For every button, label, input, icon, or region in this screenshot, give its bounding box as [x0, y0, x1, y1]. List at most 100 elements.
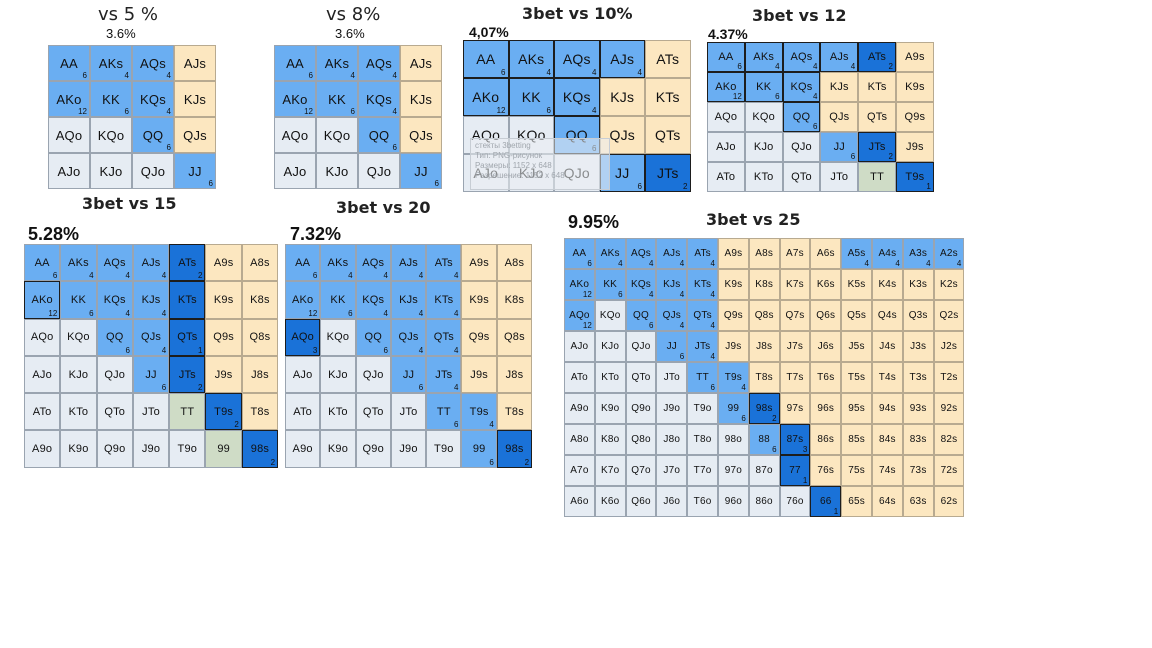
- hand-label: TT: [436, 405, 451, 418]
- hand-label: K9s: [905, 81, 925, 93]
- hand-label: ATs: [694, 248, 711, 259]
- hand-cell: K8o: [594, 424, 626, 455]
- hand-cell: KK 6: [90, 81, 132, 117]
- combo-count: 4: [926, 259, 931, 268]
- range-percentage: 3.6%: [106, 26, 136, 41]
- hand-cell: K9o: [60, 430, 97, 468]
- hand-label: QTs: [433, 331, 454, 344]
- hand-label: AKo: [56, 91, 82, 107]
- hand-cell: T8o: [687, 424, 718, 455]
- hand-cell: AJo: [285, 355, 321, 394]
- hand-label: J9s: [214, 368, 233, 381]
- hand-cell: AKs 4: [744, 42, 783, 72]
- combo-count: 4: [166, 107, 171, 116]
- hand-label: AKs: [518, 51, 545, 67]
- hand-label: AJs: [610, 51, 635, 67]
- hand-cell: T3s: [902, 362, 934, 393]
- hand-label: QQ: [364, 331, 382, 344]
- combo-count: 4: [741, 383, 746, 392]
- hand-cell: ATo: [707, 162, 745, 192]
- hand-cell: J9o: [656, 393, 688, 424]
- hand-cell: 95s: [841, 393, 872, 424]
- hand-cell: JTo: [132, 393, 170, 431]
- hand-label: QQ: [142, 127, 164, 143]
- hand-label: AKo: [282, 91, 308, 107]
- combo-count: 6: [208, 179, 213, 188]
- hand-label: QQ: [633, 310, 649, 321]
- hand-label: AA: [295, 256, 311, 269]
- hand-cell: Q9s: [717, 300, 749, 331]
- hand-cell: 92s: [933, 393, 965, 424]
- hand-cell: J6s: [810, 331, 842, 362]
- combo-count: 4: [124, 71, 129, 80]
- hand-cell: J6o: [656, 486, 688, 517]
- hand-label: 98s: [505, 443, 524, 456]
- combo-count: 4: [350, 71, 355, 80]
- hand-cell: J8s: [241, 355, 279, 394]
- combo-count: 4: [383, 271, 388, 281]
- hand-cell: 86s: [810, 424, 842, 455]
- hand-cell: JTs 2: [858, 132, 896, 162]
- hand-cell: AQs 4: [782, 42, 821, 72]
- hand-label: 93s: [909, 403, 927, 414]
- hand-cell: AQo: [707, 102, 745, 132]
- hand-cell: KQs 4: [358, 81, 400, 117]
- hand-label: KK: [603, 279, 618, 290]
- hand-cell: QTo: [96, 393, 133, 431]
- hand-label: AQs: [630, 248, 652, 259]
- combo-count: 4: [489, 420, 494, 430]
- hand-label: A9s: [724, 248, 743, 259]
- hand-cell: QJo: [96, 355, 133, 394]
- hand-cell: QTs: [645, 116, 691, 154]
- combo-count: 4: [710, 352, 715, 361]
- hand-cell: JJ 6: [132, 355, 170, 394]
- hand-label: J3s: [910, 341, 927, 352]
- hand-cell: J4s: [871, 331, 903, 362]
- hand-cell: JJ 6: [820, 132, 859, 162]
- file-info-tooltip: стекты 3betting Тип: PNG-рисунок Размеры…: [470, 138, 610, 190]
- hand-label: JTs: [694, 341, 711, 352]
- hand-label: Q9s: [723, 310, 743, 321]
- hand-cell: KJo: [60, 355, 97, 394]
- combo-count: 4: [710, 290, 715, 299]
- combo-count: 6: [166, 143, 171, 152]
- combo-count: 6: [161, 383, 167, 393]
- hand-cell: AJs 4: [390, 244, 427, 282]
- hand-label: AKo: [31, 293, 53, 306]
- hand-cell: T9s 4: [461, 393, 497, 431]
- combo-count: 6: [489, 457, 494, 467]
- hand-label: 76o: [786, 496, 804, 507]
- hand-cell: A8s: [241, 244, 279, 282]
- hand-label: KQs: [362, 293, 385, 306]
- hand-cell: JJ 6: [174, 153, 216, 189]
- hand-label: KTs: [867, 81, 887, 93]
- hand-label: K8s: [250, 293, 270, 306]
- combo-count: 4: [637, 68, 642, 77]
- hand-cell: KTo: [320, 393, 356, 431]
- hand-label: K6o: [600, 496, 620, 507]
- combo-count: 4: [418, 308, 424, 318]
- hand-label: T9s: [214, 405, 234, 418]
- hand-label: Q4s: [877, 310, 897, 321]
- hand-label: K9o: [68, 443, 89, 456]
- hand-cell: KQs 4: [782, 72, 821, 102]
- hand-cell: J9o: [132, 430, 170, 468]
- hand-label: QTo: [362, 405, 384, 418]
- hand-label: 98s: [755, 403, 773, 414]
- hand-cell: K9s: [717, 269, 749, 300]
- hand-cell: T8s: [748, 362, 780, 393]
- hand-label: K3s: [909, 279, 928, 290]
- panel-title: vs 5 %: [98, 4, 159, 25]
- hand-label: T9s: [469, 405, 489, 418]
- hand-label: JJ: [402, 368, 415, 381]
- hand-cell: AQs 4: [132, 45, 174, 81]
- hand-label: ATo: [570, 372, 588, 383]
- combo-count: 2: [683, 182, 688, 191]
- combo-count: 12: [582, 321, 592, 330]
- hand-label: KTs: [177, 293, 197, 306]
- hand-label: KJs: [399, 293, 418, 306]
- hand-label: J8s: [251, 368, 269, 381]
- hand-label: QTo: [104, 405, 126, 418]
